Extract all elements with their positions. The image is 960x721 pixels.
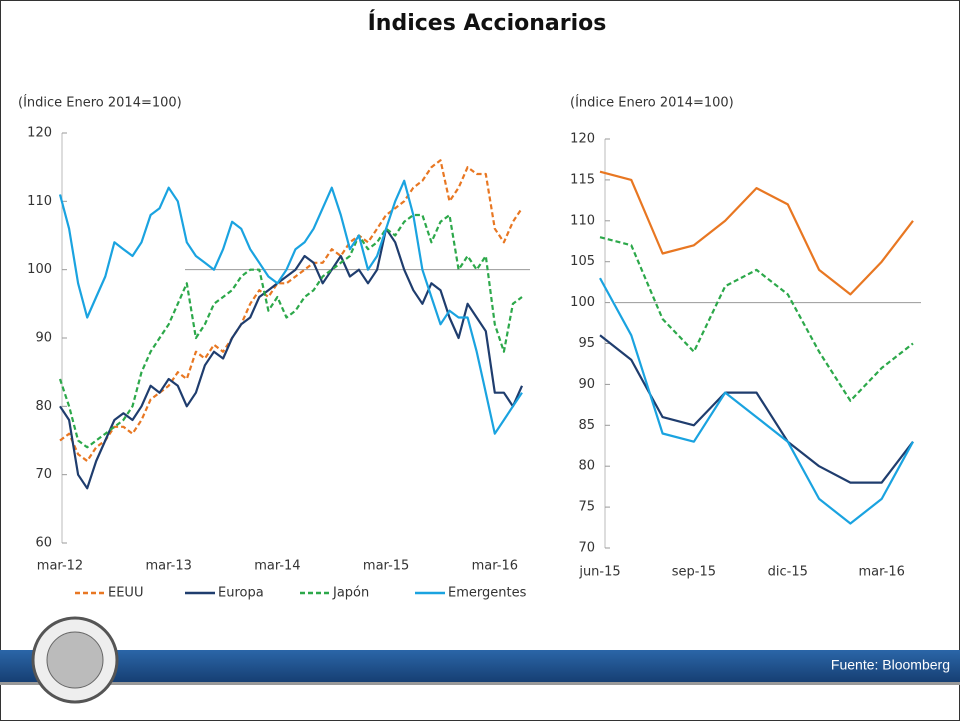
logo-inner: [46, 631, 104, 689]
x-tick-label: mar-16: [472, 559, 518, 574]
y-axis-label: (Índice Enero 2014=100): [570, 95, 734, 111]
series-line: [599, 236, 914, 402]
y-tick-label: 95: [578, 336, 595, 351]
series-line: [599, 170, 914, 296]
y-tick-label: 120: [570, 132, 595, 147]
series-line: [59, 159, 523, 463]
series-line: [58, 213, 523, 449]
y-axis-label: (Índice Enero 2014=100): [18, 95, 182, 111]
series-line: [599, 277, 914, 525]
y-tick-label: 115: [570, 172, 595, 187]
y-tick-label: 85: [578, 418, 595, 433]
series-line: [59, 227, 524, 490]
y-tick-label: 120: [27, 126, 52, 141]
x-tick-label: sep-15: [672, 565, 716, 580]
y-tick-label: 70: [35, 467, 52, 482]
y-tick-label: 110: [27, 194, 52, 209]
y-tick-label: 70: [578, 541, 595, 556]
legend-label: Japón: [332, 586, 369, 601]
x-tick-label: dic-15: [768, 565, 808, 580]
page-title: Índices Accionarios: [368, 10, 607, 36]
y-tick-label: 80: [35, 399, 52, 414]
legend-label: EEUU: [108, 586, 143, 601]
x-tick-label: mar-13: [146, 559, 192, 574]
x-tick-label: mar-14: [254, 559, 300, 574]
legend-label: Europa: [218, 586, 264, 601]
y-tick-label: 90: [578, 377, 595, 392]
y-tick-label: 80: [578, 459, 595, 474]
x-tick-label: mar-16: [859, 565, 905, 580]
y-tick-label: 110: [570, 213, 595, 228]
y-tick-label: 100: [570, 295, 595, 310]
y-tick-label: 60: [35, 536, 52, 551]
legend-label: Emergentes: [448, 586, 527, 601]
x-tick-label: mar-12: [37, 559, 83, 574]
x-tick-label: jun-15: [578, 565, 620, 580]
series-line: [58, 179, 523, 435]
y-tick-label: 75: [578, 500, 595, 515]
x-tick-label: mar-15: [363, 559, 409, 574]
y-tick-label: 90: [35, 331, 52, 346]
banner: [0, 650, 960, 682]
source: Fuente: Bloomberg: [831, 657, 950, 673]
y-tick-label: 105: [570, 254, 595, 269]
banner-shadow: [0, 682, 960, 685]
y-tick-label: 100: [27, 262, 52, 277]
